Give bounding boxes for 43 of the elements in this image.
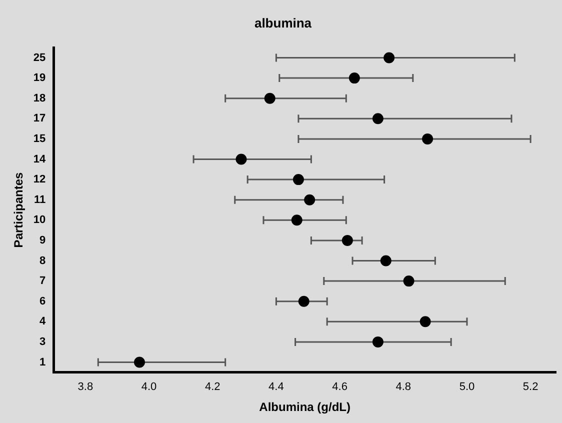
point bbox=[134, 356, 145, 368]
point bbox=[348, 72, 360, 84]
y-tick-label: 8 bbox=[40, 254, 46, 267]
y-tick-label: 6 bbox=[40, 295, 46, 308]
y-tick-label: 25 bbox=[33, 52, 46, 64]
x-tick-label: 4.8 bbox=[396, 381, 412, 394]
y-tick-label: 9 bbox=[40, 234, 46, 246]
y-tick-label: 7 bbox=[40, 275, 46, 288]
x-tick-label: 4.6 bbox=[332, 381, 348, 394]
point bbox=[372, 336, 384, 348]
y-tick-label: 3 bbox=[40, 336, 46, 348]
point bbox=[342, 234, 353, 246]
y-tick-label: 1 bbox=[40, 356, 46, 368]
point bbox=[420, 316, 431, 328]
y-tick-label: 18 bbox=[33, 92, 46, 104]
y-tick-label: 15 bbox=[33, 132, 46, 145]
point bbox=[292, 174, 304, 186]
x-tick-label: 4.4 bbox=[268, 381, 284, 394]
y-tick-label: 12 bbox=[33, 174, 46, 186]
x-tick-label: 4.0 bbox=[141, 381, 157, 394]
y-tick-label: 17 bbox=[33, 112, 46, 125]
point bbox=[298, 296, 310, 307]
x-tick-label: 5.0 bbox=[459, 381, 475, 394]
y-tick-label: 11 bbox=[34, 194, 46, 206]
point bbox=[403, 276, 414, 287]
y-tick-label: 10 bbox=[33, 214, 46, 226]
point bbox=[380, 255, 392, 266]
point bbox=[264, 92, 276, 104]
point bbox=[291, 214, 302, 226]
x-tick-label: 3.8 bbox=[78, 381, 94, 394]
chart-title: albumina bbox=[254, 15, 312, 30]
x-tick-label: 5.2 bbox=[522, 381, 538, 394]
point bbox=[422, 133, 434, 144]
y-axis-title: Participantes bbox=[12, 172, 26, 248]
point bbox=[304, 194, 316, 206]
point bbox=[236, 154, 247, 165]
point bbox=[384, 52, 395, 64]
y-tick-label: 19 bbox=[33, 72, 46, 84]
x-tick-label: 4.2 bbox=[204, 381, 220, 394]
y-tick-label: 14 bbox=[33, 153, 47, 166]
y-tick-label: 4 bbox=[40, 316, 47, 328]
point bbox=[372, 113, 384, 124]
x-axis-title: Albumina (g/dL) bbox=[259, 400, 350, 414]
